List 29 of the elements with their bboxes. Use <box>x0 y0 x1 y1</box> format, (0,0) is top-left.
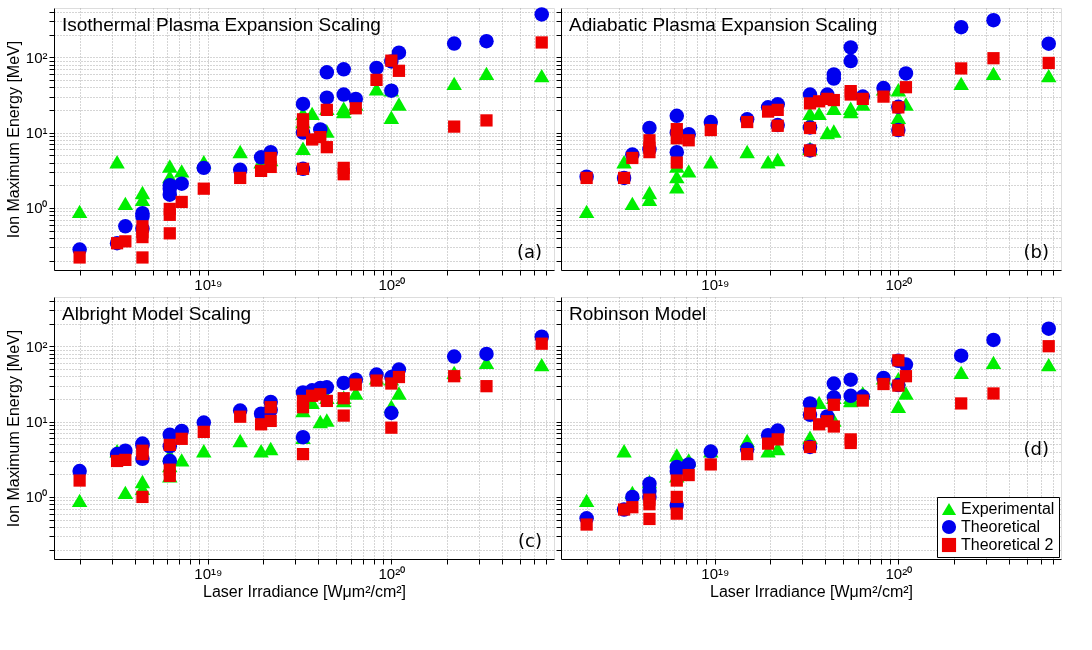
chart-title: Adiabatic Plasma Expansion Scaling <box>569 14 878 35</box>
legend-label: Theoretical 2 <box>961 536 1054 553</box>
x-tick-label: 10¹⁹ <box>701 275 730 293</box>
legend-label: Theoretical <box>961 518 1041 535</box>
chart-title: Albright Model Scaling <box>62 303 252 324</box>
x-tick-label: 10²⁰ <box>378 275 406 293</box>
annotation: (a) <box>516 241 542 262</box>
legend-label: Experimental <box>961 500 1055 517</box>
x-tick-label: 10¹⁹ <box>701 564 730 582</box>
x-axis-title: Laser Irradiance [Wμm²/cm²] <box>709 582 914 600</box>
annotation: (b) <box>1023 241 1049 262</box>
x-tick-label: 10¹⁹ <box>194 275 223 293</box>
y-tick-label: 10¹ <box>25 413 48 431</box>
y-tick-label: 10¹ <box>25 124 48 142</box>
y-tick-label: 10⁰ <box>25 199 48 217</box>
annotation: (d) <box>1023 438 1049 459</box>
x-tick-label: 10²⁰ <box>885 275 913 293</box>
y-tick-label: 10⁰ <box>25 488 48 506</box>
x-tick-label: 10²⁰ <box>885 564 913 582</box>
chart-title: Robinson Model <box>569 303 707 324</box>
x-tick-label: 10¹⁹ <box>194 564 223 582</box>
y-tick-label: 10² <box>25 48 48 66</box>
x-axis-title: Laser Irradiance [Wμm²/cm²] <box>202 582 407 600</box>
annotation: (c) <box>518 530 542 551</box>
y-axis-title: Ion Maximum Energy [MeV] <box>4 40 22 239</box>
x-tick-label: 10²⁰ <box>378 564 406 582</box>
y-tick-label: 10² <box>25 337 48 355</box>
y-axis-title: Ion Maximum Energy [MeV] <box>4 329 22 528</box>
chart-title: Isothermal Plasma Expansion Scaling <box>62 14 381 35</box>
